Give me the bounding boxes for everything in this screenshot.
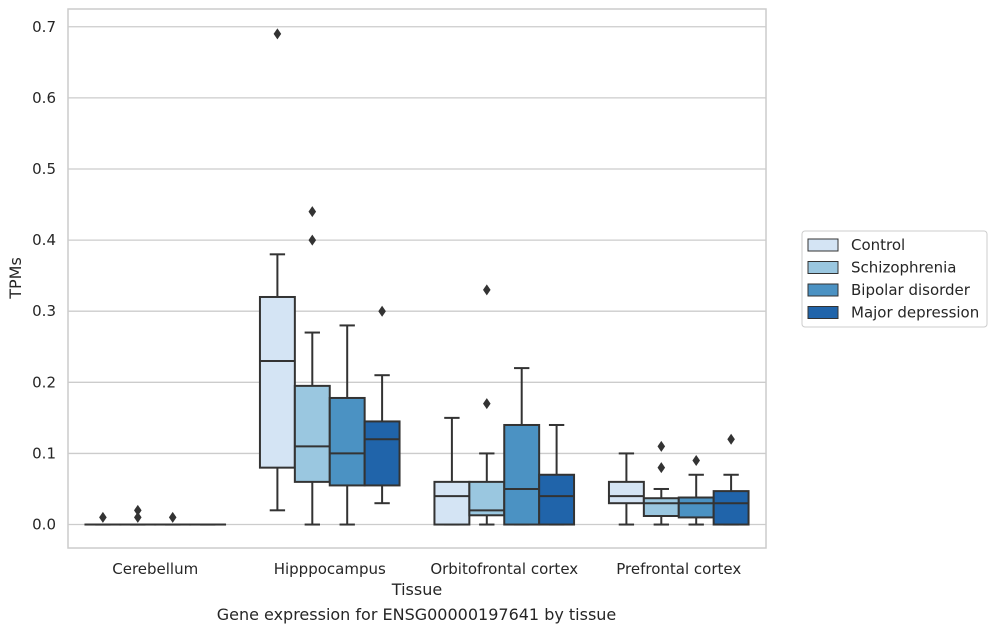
- box-prefrontal-cortex-major-depression: [712, 433, 750, 526]
- y-axis-label: TPMs: [6, 257, 25, 300]
- outlier-point: [657, 440, 666, 452]
- outlier-point: [99, 511, 107, 523]
- legend-swatch: [807, 261, 839, 274]
- outlier-point: [692, 455, 700, 467]
- legend-swatch: [807, 238, 839, 252]
- outlier-point: [134, 511, 142, 523]
- box-body: [433, 480, 471, 526]
- box-body: [363, 420, 401, 487]
- box-body: [328, 396, 366, 487]
- outlier-point: [378, 305, 386, 317]
- legend-label: Bipolar disorder: [851, 281, 971, 299]
- box-cerebellum-bipolar-disorder: [154, 511, 192, 526]
- y-tick-label: 0.3: [32, 302, 56, 320]
- outlier-point: [727, 433, 735, 445]
- box-hipppocampus-bipolar-disorder: [328, 324, 366, 526]
- legend-label: Control: [851, 236, 905, 254]
- y-tick-label: 0.0: [32, 516, 56, 534]
- y-tick-label: 0.5: [32, 160, 56, 178]
- box-cerebellum-schizophrenia: [119, 504, 157, 526]
- legend-label: Major depression: [851, 304, 979, 322]
- gridlines: [68, 26, 766, 526]
- box-hipppocampus-major-depression: [363, 305, 401, 505]
- box-body: [677, 496, 715, 519]
- outlier-point: [657, 462, 666, 474]
- outlier-point: [483, 284, 491, 296]
- box-body: [607, 480, 645, 505]
- y-tick-label: 0.6: [32, 89, 56, 107]
- outlier-point: [483, 398, 491, 410]
- box-orbitofrontal-cortex-control: [433, 416, 471, 526]
- outlier-point: [308, 206, 317, 218]
- box-orbitofrontal-cortex-major-depression: [538, 423, 576, 526]
- x-tick-labels: Cerebellum Hipppocampus Orbitofrontal cort…: [112, 560, 741, 578]
- box-prefrontal-cortex-bipolar-disorder: [677, 455, 715, 526]
- box-hipppocampus-control: [258, 28, 296, 512]
- x-tick-label: Prefrontal cortex: [616, 560, 741, 578]
- x-axis-label: Tissue: [391, 580, 442, 599]
- box-hipppocampus-schizophrenia: [293, 206, 331, 526]
- figure-caption: Gene expression for ENSG00000197641 by t…: [216, 605, 617, 624]
- y-tick-label: 0.4: [32, 231, 56, 249]
- y-tick-label: 0.7: [32, 18, 56, 36]
- outlier-point: [308, 234, 317, 246]
- y-tick-labels: 0.0 0.1 0.2 0.3 0.4 0.5 0.6 0.7: [32, 18, 56, 534]
- y-tick-label: 0.2: [32, 373, 56, 391]
- box-prefrontal-cortex-control: [607, 452, 645, 526]
- boxes: [84, 28, 750, 526]
- box-body: [503, 423, 541, 526]
- box-orbitofrontal-cortex-bipolar-disorder: [503, 367, 541, 526]
- outlier-point: [134, 504, 142, 516]
- box-cerebellum-control: [84, 511, 122, 526]
- legend-label: Schizophrenia: [851, 259, 956, 277]
- legend: Control Schizophrenia Bipolar disorder Majo…: [801, 230, 988, 328]
- legend-frame: [801, 230, 988, 328]
- x-tick-label: Orbitofrontal cortex: [430, 560, 578, 578]
- legend-swatch: [807, 306, 839, 319]
- box-body: [293, 384, 331, 483]
- legend-swatch: [807, 283, 839, 297]
- x-tick-label: Cerebellum: [112, 560, 198, 578]
- y-tick-label: 0.1: [32, 444, 56, 462]
- box-body: [642, 497, 680, 518]
- box-orbitofrontal-cortex-schizophrenia: [468, 284, 506, 526]
- outlier-point: [273, 28, 282, 40]
- outlier-point: [168, 511, 177, 523]
- box-body: [712, 490, 750, 526]
- x-tick-label: Hipppocampus: [274, 560, 386, 578]
- box-body: [258, 295, 296, 469]
- box-body: [538, 473, 576, 526]
- plot-frame: [67, 8, 767, 549]
